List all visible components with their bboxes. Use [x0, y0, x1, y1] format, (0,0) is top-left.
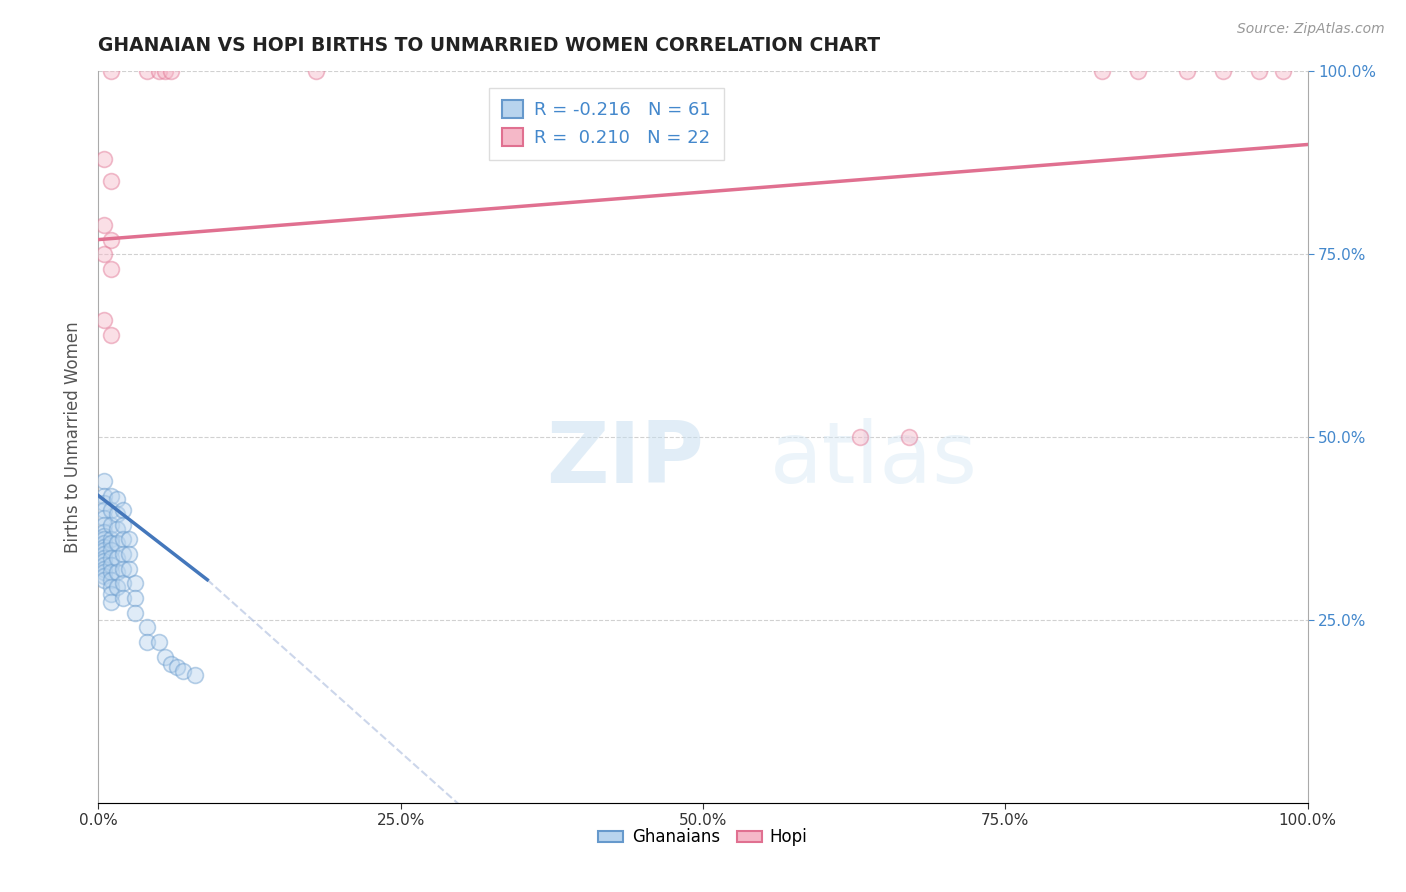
Point [105, 521, 128, 535]
Point [93, 569, 115, 583]
Point [148, 635, 170, 649]
Point [118, 533, 141, 547]
Point [100, 594, 122, 608]
Point [93, 525, 115, 540]
Point [93, 573, 115, 587]
Point [100, 489, 122, 503]
Point [124, 591, 146, 605]
Point [93, 218, 115, 232]
Point [100, 233, 122, 247]
Point [100, 580, 122, 594]
Point [124, 606, 146, 620]
Point [849, 430, 872, 444]
Point [135, 64, 157, 78]
Text: GHANAIAN VS HOPI BIRTHS TO UNMARRIED WOMEN CORRELATION CHART: GHANAIAN VS HOPI BIRTHS TO UNMARRIED WOM… [98, 36, 880, 54]
Point [1175, 64, 1198, 78]
Point [105, 550, 128, 565]
Point [105, 492, 128, 507]
Point [111, 533, 134, 547]
Point [93, 543, 115, 558]
Point [100, 573, 122, 587]
Point [100, 543, 122, 558]
Point [166, 660, 188, 674]
Point [111, 517, 134, 532]
Point [100, 550, 122, 565]
Point [153, 64, 176, 78]
Point [160, 657, 183, 671]
Point [1091, 64, 1114, 78]
Point [93, 474, 115, 488]
Point [93, 562, 115, 576]
Point [93, 536, 115, 550]
Point [1128, 64, 1150, 78]
Point [100, 64, 122, 78]
Point [93, 547, 115, 561]
Point [160, 64, 183, 78]
Point [111, 576, 134, 591]
Point [93, 510, 115, 524]
Point [93, 313, 115, 327]
Point [105, 536, 128, 550]
Point [135, 620, 157, 634]
Point [897, 430, 920, 444]
Point [93, 496, 115, 510]
Point [93, 554, 115, 568]
Point [93, 152, 115, 166]
Point [118, 562, 141, 576]
Y-axis label: Births to Unmarried Women: Births to Unmarried Women [65, 321, 83, 553]
Point [100, 566, 122, 580]
Point [111, 547, 134, 561]
Point [100, 533, 122, 547]
Point [148, 64, 170, 78]
Point [153, 649, 176, 664]
Point [100, 517, 122, 532]
Point [111, 503, 134, 517]
Point [93, 529, 115, 543]
Point [135, 635, 157, 649]
Point [118, 547, 141, 561]
Point [305, 64, 328, 78]
Point [93, 566, 115, 580]
Legend: Ghanaians, Hopi: Ghanaians, Hopi [592, 822, 814, 853]
Point [111, 562, 134, 576]
Point [93, 489, 115, 503]
Text: ZIP: ZIP [546, 417, 703, 500]
Point [100, 503, 122, 517]
Point [184, 667, 207, 681]
Point [1249, 64, 1271, 78]
Text: atlas: atlas [769, 417, 977, 500]
Point [124, 576, 146, 591]
Point [100, 327, 122, 342]
Point [105, 580, 128, 594]
Point [93, 558, 115, 573]
Point [93, 533, 115, 547]
Point [93, 540, 115, 554]
Text: Source: ZipAtlas.com: Source: ZipAtlas.com [1237, 22, 1385, 37]
Point [93, 247, 115, 261]
Point [105, 566, 128, 580]
Point [100, 261, 122, 276]
Point [100, 536, 122, 550]
Point [93, 503, 115, 517]
Point [172, 664, 194, 678]
Point [1272, 64, 1295, 78]
Point [100, 558, 122, 573]
Point [105, 507, 128, 521]
Point [1212, 64, 1234, 78]
Point [93, 517, 115, 532]
Point [111, 591, 134, 605]
Point [93, 550, 115, 565]
Point [100, 587, 122, 601]
Point [100, 174, 122, 188]
